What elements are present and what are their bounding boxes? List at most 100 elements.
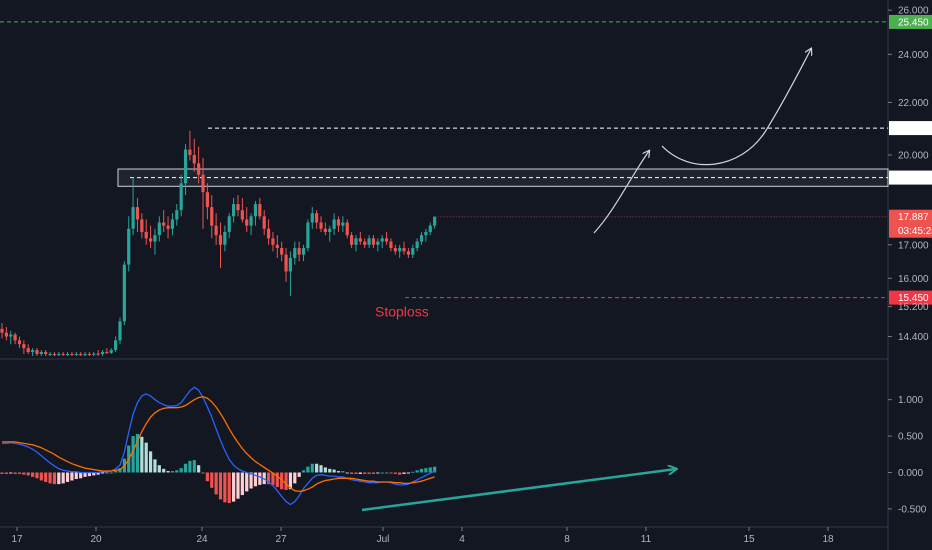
candle-body[interactable] bbox=[170, 219, 175, 229]
candle-body[interactable] bbox=[223, 231, 227, 245]
candle-body[interactable] bbox=[144, 231, 148, 239]
candle-body[interactable] bbox=[192, 155, 196, 164]
candle-body[interactable] bbox=[188, 149, 192, 156]
candle-body[interactable] bbox=[109, 350, 113, 353]
candle-body[interactable] bbox=[26, 348, 30, 353]
candle-body[interactable] bbox=[266, 228, 271, 239]
candle-body[interactable] bbox=[384, 238, 389, 242]
candle-body[interactable] bbox=[166, 225, 170, 229]
candle-body[interactable] bbox=[118, 321, 122, 341]
candle-body[interactable] bbox=[323, 228, 327, 232]
signal-line[interactable] bbox=[2, 396, 435, 493]
candle-body[interactable] bbox=[419, 235, 424, 242]
candle-body[interactable] bbox=[87, 354, 91, 356]
candle-body[interactable] bbox=[70, 354, 74, 356]
candle-body[interactable] bbox=[4, 332, 8, 337]
candle-body[interactable] bbox=[363, 241, 367, 245]
projection-arrow-1[interactable] bbox=[593, 151, 649, 234]
candle-body[interactable] bbox=[157, 222, 161, 236]
candle-body[interactable] bbox=[315, 213, 319, 223]
candle-body[interactable] bbox=[227, 216, 231, 232]
candle-body[interactable] bbox=[328, 228, 332, 232]
candle-body[interactable] bbox=[218, 235, 223, 245]
candle-body[interactable] bbox=[306, 222, 310, 249]
candle-body[interactable] bbox=[271, 238, 275, 245]
candle-body[interactable] bbox=[332, 219, 336, 229]
candle-body[interactable] bbox=[358, 238, 362, 242]
candle-body[interactable] bbox=[350, 235, 354, 245]
candle-body[interactable] bbox=[127, 228, 131, 265]
candle-body[interactable] bbox=[65, 354, 70, 356]
candle-body[interactable] bbox=[253, 204, 258, 217]
candle-body[interactable] bbox=[96, 353, 100, 355]
candle-body[interactable] bbox=[389, 241, 393, 249]
candle-body[interactable] bbox=[415, 241, 419, 249]
candle-body[interactable] bbox=[135, 207, 140, 220]
candle-body[interactable] bbox=[288, 257, 293, 272]
candle-body[interactable] bbox=[280, 248, 284, 255]
candle-body[interactable] bbox=[35, 350, 39, 355]
candle-body[interactable] bbox=[411, 248, 415, 255]
candle-body[interactable] bbox=[39, 352, 43, 355]
projection-arrow-2[interactable] bbox=[661, 49, 811, 166]
candle-body[interactable] bbox=[210, 207, 214, 226]
candle-body[interactable] bbox=[424, 231, 428, 236]
candle-body[interactable] bbox=[61, 354, 65, 356]
candle-body[interactable] bbox=[148, 238, 153, 242]
candle-body[interactable] bbox=[297, 248, 301, 255]
candle-body[interactable] bbox=[153, 235, 157, 242]
candle-body[interactable] bbox=[131, 207, 135, 229]
candle-body[interactable] bbox=[236, 204, 240, 211]
candle-body[interactable] bbox=[114, 340, 118, 351]
candle-body[interactable] bbox=[183, 149, 188, 184]
candle-body[interactable] bbox=[92, 353, 96, 355]
candle-body[interactable] bbox=[57, 354, 61, 356]
candle-body[interactable] bbox=[0, 328, 4, 333]
candle-body[interactable] bbox=[393, 248, 397, 252]
candle-body[interactable] bbox=[341, 222, 345, 226]
candle-body[interactable] bbox=[406, 251, 411, 255]
candle-body[interactable] bbox=[74, 354, 78, 356]
candle-body[interactable] bbox=[52, 354, 57, 356]
candle-body[interactable] bbox=[249, 216, 253, 226]
candle-body[interactable] bbox=[319, 222, 323, 229]
candle-body[interactable] bbox=[380, 238, 384, 242]
candle-body[interactable] bbox=[336, 219, 341, 226]
candle-body[interactable] bbox=[175, 210, 179, 220]
candle-body[interactable] bbox=[105, 352, 109, 354]
candle-body[interactable] bbox=[301, 248, 306, 255]
candle-body[interactable] bbox=[232, 204, 236, 217]
candle-body[interactable] bbox=[79, 354, 83, 356]
candle-body[interactable] bbox=[428, 225, 432, 232]
macd-pane[interactable] bbox=[0, 386, 676, 512]
candle-body[interactable] bbox=[48, 354, 52, 356]
candle-body[interactable] bbox=[44, 352, 48, 355]
candle-body[interactable] bbox=[179, 183, 183, 211]
divergence-trendline[interactable] bbox=[361, 469, 676, 512]
candle-body[interactable] bbox=[197, 163, 201, 175]
candle-body[interactable] bbox=[201, 174, 205, 193]
candle-body[interactable] bbox=[293, 248, 297, 258]
candlestick-series[interactable] bbox=[0, 130, 437, 356]
candle-body[interactable] bbox=[83, 354, 87, 356]
candle-body[interactable] bbox=[240, 210, 244, 220]
candle-body[interactable] bbox=[258, 204, 262, 217]
candle-body[interactable] bbox=[22, 344, 26, 349]
candle-body[interactable] bbox=[376, 241, 380, 245]
candle-body[interactable] bbox=[140, 219, 144, 232]
candle-body[interactable] bbox=[275, 244, 279, 249]
candle-body[interactable] bbox=[17, 340, 22, 345]
candle-body[interactable] bbox=[205, 192, 209, 208]
candle-body[interactable] bbox=[345, 222, 349, 236]
candle-body[interactable] bbox=[9, 334, 13, 337]
candle-body[interactable] bbox=[30, 350, 35, 353]
candle-body[interactable] bbox=[402, 248, 406, 252]
candle-body[interactable] bbox=[100, 352, 105, 355]
candle-body[interactable] bbox=[122, 264, 126, 322]
macd-line[interactable] bbox=[2, 386, 435, 506]
candle-body[interactable] bbox=[398, 248, 402, 252]
candle-body[interactable] bbox=[371, 238, 376, 245]
candle-body[interactable] bbox=[13, 334, 17, 341]
candle-body[interactable] bbox=[367, 238, 371, 245]
